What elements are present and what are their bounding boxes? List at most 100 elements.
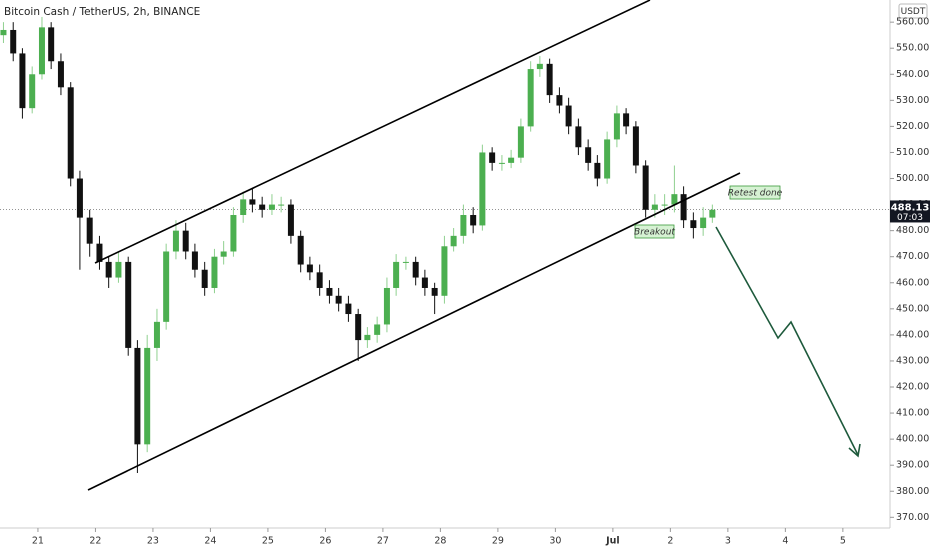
candle-body xyxy=(642,165,649,210)
x-tick-label: 2 xyxy=(667,536,673,547)
x-tick-label: 23 xyxy=(147,536,159,547)
candle-body xyxy=(431,287,438,296)
candle-body xyxy=(125,261,132,348)
y-tick-label: 510.00 xyxy=(896,147,929,158)
x-tick-label: 24 xyxy=(204,536,216,547)
candle-body xyxy=(172,230,179,252)
candle-body xyxy=(76,178,83,218)
x-tick-label: 4 xyxy=(782,536,788,547)
candle-body xyxy=(220,251,227,257)
candle-body xyxy=(182,230,189,252)
candle-body xyxy=(671,194,678,205)
candle-body xyxy=(287,204,294,236)
candle-body xyxy=(402,261,409,263)
x-tick-label: Jul xyxy=(605,536,620,547)
candles xyxy=(0,16,716,474)
candle-body xyxy=(67,87,74,179)
candle-body xyxy=(249,199,256,205)
x-tick-label: 30 xyxy=(549,536,561,547)
y-tick-label: 470.00 xyxy=(896,251,929,262)
x-tick-label: 27 xyxy=(377,536,389,547)
y-tick-label: 400.00 xyxy=(896,434,929,445)
candle-body xyxy=(680,194,687,221)
candle-body xyxy=(700,217,707,229)
candle-body xyxy=(201,269,208,288)
y-tick-label: 370.00 xyxy=(896,512,929,523)
candle-body xyxy=(240,199,247,216)
candle-body xyxy=(527,69,534,127)
candle-body xyxy=(489,152,496,163)
y-tick-label: 450.00 xyxy=(896,303,929,314)
candle-body xyxy=(96,243,103,262)
x-tick-label: 5 xyxy=(840,536,846,547)
candle-body xyxy=(690,220,697,229)
candle-body xyxy=(57,61,64,88)
candle-body xyxy=(278,204,285,206)
x-tick-label: 29 xyxy=(492,536,504,547)
candle-body xyxy=(86,217,93,244)
candle-body xyxy=(661,204,668,206)
candle-body xyxy=(48,27,55,62)
candle-body xyxy=(594,162,601,179)
candle-body xyxy=(383,287,390,325)
candle-body xyxy=(604,139,611,179)
candle-body xyxy=(230,215,237,252)
candle-body xyxy=(421,277,428,288)
candle-body xyxy=(306,264,313,273)
y-tick-label: 460.00 xyxy=(896,277,929,288)
axes: 370.00 380.00 390.00 400.00 410.00 420.00 430.… xyxy=(32,17,930,547)
candle-body xyxy=(297,235,304,265)
candle-body xyxy=(211,256,218,288)
candle-body xyxy=(450,235,457,247)
candle-body xyxy=(0,29,7,36)
candle-body xyxy=(651,204,658,210)
y-tick-label: 410.00 xyxy=(896,408,929,419)
x-tick-label: 21 xyxy=(32,536,44,547)
candle-body xyxy=(364,334,371,341)
annotation: Breakout xyxy=(634,228,675,238)
last-price-badge xyxy=(890,200,930,223)
y-tick-label: 430.00 xyxy=(896,355,929,366)
candle-body xyxy=(268,204,275,210)
candle-body xyxy=(115,261,122,278)
candle-body xyxy=(508,157,515,163)
candle-body xyxy=(335,295,342,304)
candle-body xyxy=(10,29,17,54)
candle-body xyxy=(575,126,582,148)
retest-box xyxy=(729,185,781,200)
candle-body xyxy=(163,251,170,322)
projection-arrow xyxy=(715,226,859,456)
candle-body xyxy=(623,113,630,127)
candle-body xyxy=(105,261,112,278)
candle-body xyxy=(374,324,381,335)
arrow-head xyxy=(848,443,861,458)
candle-body xyxy=(153,321,160,348)
y-tick-label: 550.00 xyxy=(896,43,929,54)
candle-body xyxy=(259,204,266,210)
candle-body xyxy=(470,215,477,226)
candle-body xyxy=(585,147,592,163)
candle-body xyxy=(565,105,572,127)
candle-body xyxy=(546,63,553,96)
candle-body xyxy=(556,95,563,106)
candle-body xyxy=(536,63,543,70)
currency-badge xyxy=(898,3,928,19)
y-tick-label: 560.00 xyxy=(896,17,929,28)
candle-body xyxy=(393,261,400,288)
candle-body xyxy=(613,113,620,140)
y-tick-label: 480.00 xyxy=(896,225,929,236)
x-tick-label: 28 xyxy=(434,536,446,547)
y-tick-label: 390.00 xyxy=(896,460,929,471)
upper-channel-line xyxy=(94,0,651,264)
y-tick-label: 440.00 xyxy=(896,329,929,340)
y-axis-label: USDT xyxy=(901,7,926,17)
y-tick-label: 420.00 xyxy=(896,382,929,393)
candle-body xyxy=(29,74,36,109)
y-tick-label: 540.00 xyxy=(896,69,929,80)
y-tick-label: 520.00 xyxy=(896,121,929,132)
candle-body xyxy=(632,126,639,166)
candle-body xyxy=(460,215,467,236)
candle-body xyxy=(38,27,45,75)
